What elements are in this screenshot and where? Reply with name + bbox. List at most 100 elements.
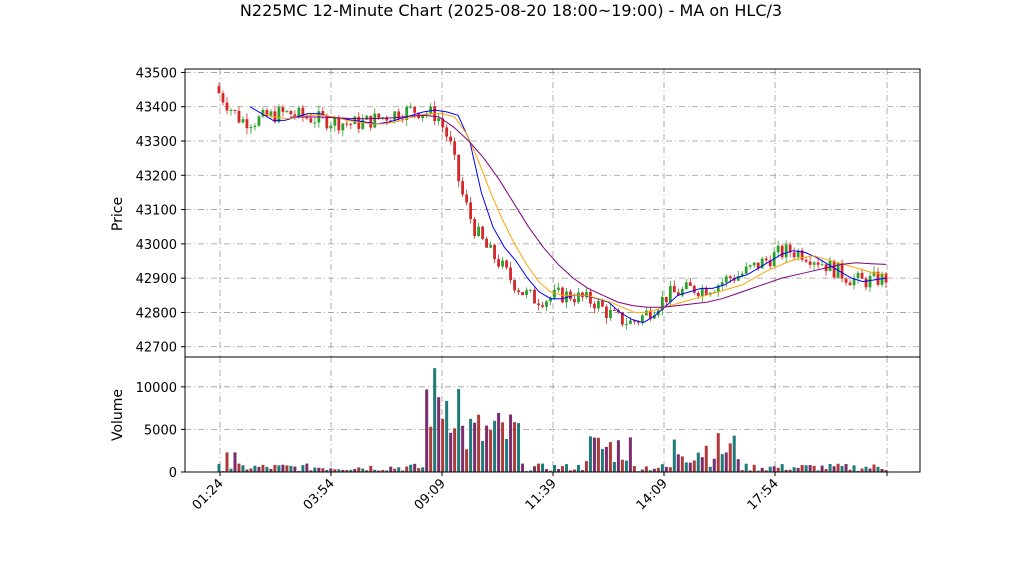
volume-bar — [433, 368, 437, 472]
volume-bar — [409, 464, 413, 472]
candle-body — [381, 117, 385, 119]
volume-bar — [393, 468, 397, 472]
candle-body — [884, 273, 888, 283]
volume-bar — [217, 463, 221, 472]
volume-bar — [728, 443, 732, 472]
candle-body — [792, 252, 796, 258]
volume-bar — [772, 466, 776, 472]
volume-bar — [333, 469, 337, 472]
volume-bar — [600, 449, 604, 472]
candle-body — [281, 107, 285, 112]
candle-body — [577, 292, 580, 303]
candle-body — [405, 106, 409, 121]
volume-bar — [493, 420, 497, 472]
volume-bar — [277, 465, 281, 472]
volume-bar — [313, 467, 317, 472]
ma-line — [249, 106, 887, 324]
volume-bar — [481, 441, 485, 472]
candle-body — [565, 291, 568, 303]
candle-body — [672, 286, 676, 293]
candle-body — [377, 113, 381, 119]
candle-body — [724, 276, 728, 283]
candle-body — [237, 110, 241, 123]
price-tick-label: 43400 — [136, 101, 177, 116]
volume-bar — [696, 452, 700, 472]
volume-bar — [700, 457, 704, 472]
volume-bar — [584, 461, 588, 472]
volume-bar — [321, 468, 325, 472]
volume-bar — [353, 469, 357, 472]
candle-body — [692, 285, 696, 293]
volume-bar — [848, 469, 852, 472]
candle-body — [225, 102, 229, 111]
volume-bar — [381, 469, 385, 472]
volume-bar — [305, 463, 309, 472]
candle-body — [453, 141, 457, 155]
volume-bar — [820, 465, 824, 472]
candle-body — [321, 111, 325, 116]
volume-bar — [648, 470, 652, 472]
candle-body — [752, 262, 756, 266]
volume-bar — [776, 467, 780, 472]
candle-body — [365, 115, 369, 120]
volume-bar — [780, 464, 784, 472]
candle-body — [249, 126, 253, 129]
volume-bar — [632, 466, 636, 472]
volume-bar — [445, 400, 449, 472]
volume-bar — [509, 414, 513, 472]
volume-bar — [580, 470, 584, 472]
volume-bar — [417, 468, 421, 472]
candle-body — [756, 262, 760, 269]
candle-body — [385, 117, 389, 121]
volume-bar — [556, 469, 560, 472]
volume-bar — [620, 459, 624, 472]
candle-body — [473, 219, 477, 237]
volume-bar — [828, 464, 832, 472]
candle-body — [852, 278, 856, 286]
volume-bar — [229, 468, 233, 472]
volume-bar — [816, 470, 820, 472]
volume-bar — [281, 464, 285, 472]
candle-body — [648, 310, 652, 319]
volume-bar — [365, 470, 369, 472]
volume-bars — [217, 368, 888, 472]
volume-bar — [385, 470, 389, 472]
volume-bar — [656, 467, 660, 472]
volume-bar — [477, 414, 481, 472]
volume-bar — [708, 466, 712, 472]
volume-bar — [505, 438, 509, 472]
price-tick-label: 43000 — [136, 238, 177, 253]
candle-body — [812, 262, 816, 265]
volume-bar — [457, 389, 461, 472]
price-tick-label: 43100 — [136, 204, 177, 219]
candle-body — [804, 259, 808, 262]
volume-bar — [317, 467, 321, 472]
candle-body — [349, 123, 353, 125]
volume-bar — [748, 470, 752, 472]
volume-bar — [341, 469, 345, 472]
candle-body — [513, 280, 516, 291]
x-tick-label: 09:09 — [412, 476, 449, 513]
candle-body — [313, 122, 317, 124]
volume-bar — [521, 463, 525, 472]
candle-body — [744, 266, 748, 274]
volume-bar — [796, 467, 800, 472]
candle-body — [696, 292, 700, 297]
volume-bar — [588, 436, 592, 472]
candle-body — [640, 315, 644, 323]
volume-bar — [592, 437, 596, 472]
volume-bar — [257, 466, 261, 472]
volume-bar — [616, 440, 620, 472]
candle-body — [728, 276, 732, 279]
volume-bar — [549, 470, 553, 472]
volume-grid — [185, 357, 920, 473]
volume-bar — [285, 465, 289, 472]
volume-bar — [768, 466, 772, 472]
ma-lines — [249, 106, 887, 324]
volume-bar — [309, 470, 313, 472]
volume-bar — [644, 466, 648, 472]
candle-body — [589, 291, 592, 304]
candle-body — [285, 110, 289, 112]
candle-body — [660, 296, 664, 311]
